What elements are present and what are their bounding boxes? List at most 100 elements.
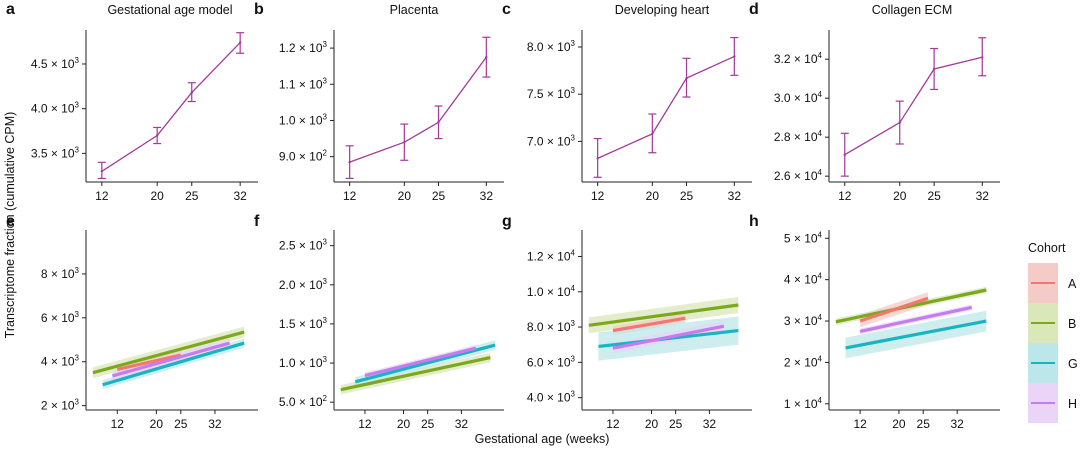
x-tick-label: 32: [233, 189, 247, 203]
x-tick-label: 20: [893, 189, 907, 203]
x-tick-label: 12: [358, 417, 372, 431]
data-point: [651, 132, 654, 136]
y-tick-label: 7.5 × 103: [527, 86, 576, 101]
regression-line-H: [111, 341, 231, 378]
legend: Cohort A B G H: [1028, 241, 1078, 423]
series-line: [597, 55, 735, 159]
y-tick-label: 2.0 × 103: [279, 277, 328, 292]
regression-line-G: [102, 341, 245, 387]
panels-group: a Gestational age model 3.5 × 103 4.0 × 103…: [6, 1, 1000, 431]
regression-line-H: [612, 324, 725, 350]
x-tick-label: 12: [591, 189, 605, 203]
regression-line-H: [364, 346, 477, 378]
x-axis-title: Gestational age (weeks): [475, 432, 610, 446]
y-tick-label: 1.2 × 104: [527, 248, 576, 263]
y-tick-label: 7.0 × 103: [527, 133, 576, 148]
y-tick-label: 6 × 103: [41, 310, 80, 325]
data-point: [733, 55, 736, 58]
regression-line-A: [612, 316, 686, 333]
x-tick-label: 20: [397, 417, 411, 431]
panel-letter-d: d: [749, 1, 759, 18]
x-tick-label: 25: [174, 417, 188, 431]
data-point: [403, 140, 406, 144]
x-tick-label: 20: [892, 417, 906, 431]
x-tick-label: 20: [150, 417, 164, 431]
data-point: [100, 170, 104, 173]
panel-e: e 2 × 103 4 × 103 6 × 103 8 × 103 12 20 25 32: [6, 213, 258, 431]
x-tick-label: 25: [669, 417, 683, 431]
data-point: [437, 121, 440, 124]
data-point: [932, 67, 936, 71]
y-tick-label: 4.5 × 103: [31, 56, 80, 71]
y-tick-label: 1.1 × 103: [279, 76, 328, 91]
y-tick-label: 4.0 × 103: [31, 101, 80, 116]
y-tick-label: 4.0 × 103: [527, 390, 576, 405]
x-tick-label: 20: [150, 189, 164, 203]
legend-label-B: B: [1068, 317, 1076, 331]
panel-letter-h: h: [749, 213, 759, 230]
y-tick-label: 3 × 104: [784, 313, 823, 328]
y-tick-label: 1 × 104: [784, 396, 823, 411]
y-tick-label: 2 × 103: [41, 398, 80, 413]
panel-title-d: Collagen ECM: [872, 3, 953, 17]
x-tick-label: 25: [917, 417, 931, 431]
y-axis-title: Transcriptome fraction (cumulative CPM): [3, 112, 17, 339]
data-point: [155, 134, 159, 137]
x-tick-label: 12: [606, 417, 620, 431]
y-tick-label: 2.5 × 103: [279, 238, 328, 253]
x-tick-label: 32: [208, 417, 222, 431]
data-point: [981, 56, 984, 59]
y-tick-label: 4 × 104: [784, 272, 823, 287]
x-tick-label: 32: [728, 189, 742, 203]
data-point: [596, 157, 599, 160]
x-tick-label: 12: [343, 189, 357, 203]
panel-title-b: Placenta: [390, 3, 439, 17]
regression-line-B: [92, 330, 245, 375]
y-tick-label: 1.0 × 104: [527, 284, 576, 299]
panel-b: b Placenta 9.0 × 102 1.0 × 103 1.1 × 103 1.2 …: [254, 1, 504, 203]
y-tick-label: 2.6 × 104: [774, 168, 823, 183]
legend-label-H: H: [1068, 397, 1077, 411]
x-tick-label: 32: [480, 189, 494, 203]
x-tick-label: 32: [703, 417, 717, 431]
legend-label-A: A: [1068, 277, 1077, 291]
y-tick-label: 1.0 × 103: [279, 112, 328, 127]
x-tick-label: 20: [398, 189, 412, 203]
y-tick-label: 8.0 × 103: [527, 319, 576, 334]
y-tick-label: 1.5 × 103: [279, 316, 328, 331]
regression-line-H: [859, 305, 973, 333]
data-point: [485, 55, 488, 59]
panel-letter-a: a: [6, 1, 15, 18]
panel-h: h 1 × 104 2 × 104 3 × 104 4 × 104 5 × 104 12 20…: [749, 213, 1000, 431]
x-tick-label: 25: [680, 189, 694, 203]
y-tick-label: 1.2 × 103: [279, 40, 328, 55]
panel-letter-f: f: [254, 213, 260, 230]
regression-line-A: [116, 353, 182, 371]
panel-letter-e: e: [6, 213, 15, 230]
panel-letter-c: c: [502, 1, 511, 18]
y-tick-label: 3.5 × 103: [31, 145, 80, 160]
y-tick-label: 9.0 × 102: [279, 149, 328, 164]
panel-title-a: Gestational age model: [107, 3, 232, 17]
y-tick-label: 1.0 × 103: [279, 355, 328, 370]
data-point: [190, 91, 193, 94]
regression-line-B: [588, 303, 739, 327]
x-tick-label: 20: [645, 417, 659, 431]
y-tick-label: 2.8 × 104: [774, 129, 823, 144]
panel-c: c Developing heart 7.0 × 103 7.5 × 103 8.0 ×…: [502, 1, 752, 203]
y-tick-label: 3.2 × 104: [774, 51, 823, 66]
data-point: [685, 76, 688, 80]
series-line: [844, 56, 983, 156]
x-tick-label: 12: [95, 189, 109, 203]
series-line: [349, 56, 487, 163]
x-tick-label: 32: [455, 417, 469, 431]
data-point: [348, 160, 351, 164]
y-tick-label: 8.0 × 103: [527, 39, 576, 54]
x-tick-label: 12: [853, 417, 867, 431]
series-line: [101, 42, 241, 172]
x-tick-label: 32: [976, 189, 990, 203]
x-tick-label: 25: [421, 417, 435, 431]
legend-title: Cohort: [1028, 241, 1066, 255]
panel-letter-g: g: [502, 213, 512, 230]
